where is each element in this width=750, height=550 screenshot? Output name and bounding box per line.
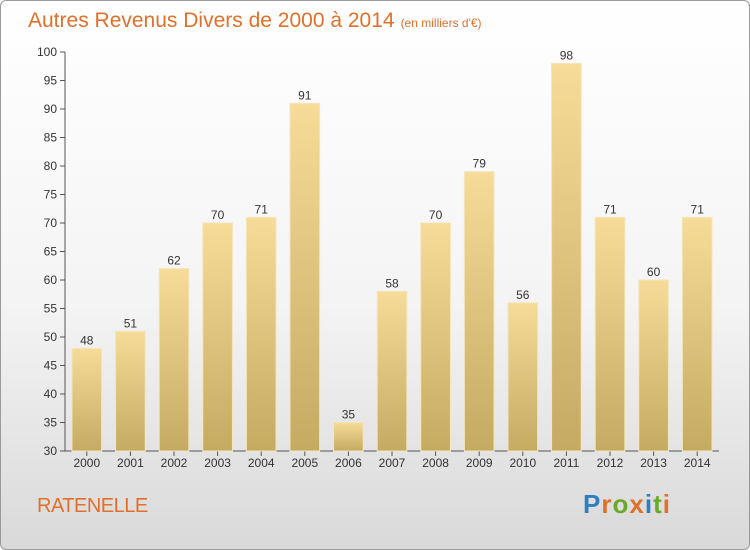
- bar-2009: [463, 171, 495, 452]
- y-tick-label: 80: [44, 159, 58, 173]
- value-label-2005: 91: [298, 88, 312, 102]
- x-tick-label-2014: 2014: [684, 456, 711, 470]
- x-tick-label-2002: 2002: [161, 456, 188, 470]
- y-tick-label: 55: [44, 302, 58, 316]
- y-tick-label: 70: [44, 216, 58, 230]
- value-label-2012: 71: [603, 202, 617, 216]
- y-tick-label: 45: [44, 359, 58, 373]
- value-label-2006: 35: [342, 408, 356, 422]
- value-label-2011: 98: [560, 48, 574, 62]
- bar-2013: [638, 279, 669, 452]
- bar-2004: [245, 216, 277, 452]
- proxiti-logo: Proxiti: [583, 489, 671, 520]
- value-label-2014: 71: [691, 202, 705, 216]
- logo-letter: x: [629, 489, 645, 519]
- x-tick-label-2005: 2005: [291, 456, 318, 470]
- y-axis: 30 35 40 45 50 55 60 65 70 75 80 85 90 95 100: [37, 45, 66, 458]
- value-label-2004: 71: [255, 202, 269, 216]
- value-label-2002: 62: [167, 254, 181, 268]
- x-tick-label-2013: 2013: [640, 456, 667, 470]
- commune-name: RATENELLE: [37, 495, 148, 517]
- y-tick-label: 90: [44, 102, 58, 116]
- value-label-2000: 48: [80, 333, 94, 347]
- y-tick-label: 35: [44, 416, 58, 430]
- chart-title: Autres Revenus Divers de 2000 à 2014 (en …: [28, 9, 482, 33]
- value-labels-group: 48 51 62 70 71 91 35 58 70 79 56 98 71 60 71: [80, 48, 704, 421]
- x-tick-label-2003: 2003: [204, 456, 231, 470]
- y-tick-label: 65: [44, 245, 58, 259]
- x-tick-label-2010: 2010: [509, 456, 536, 470]
- bar-2007: [376, 290, 408, 452]
- x-tick-label-2008: 2008: [422, 456, 449, 470]
- x-tick-label-2012: 2012: [597, 456, 624, 470]
- x-tick-label-2006: 2006: [335, 456, 362, 470]
- bar-2000: [71, 347, 103, 452]
- y-tick-label: 30: [44, 444, 58, 458]
- logo-letter: t: [653, 489, 663, 519]
- y-tick-label: 85: [44, 131, 58, 145]
- value-label-2003: 70: [211, 208, 225, 222]
- logo-letter: i: [644, 489, 654, 519]
- x-tick-label-2011: 2011: [553, 456, 579, 470]
- bar-2012: [594, 216, 626, 452]
- x-tick-label-2007: 2007: [379, 456, 406, 470]
- y-tick-label: 95: [44, 74, 58, 88]
- bar-2002: [158, 268, 190, 452]
- y-tick-label: 75: [44, 188, 58, 202]
- bar-2014: [681, 216, 713, 452]
- bar-2010: [507, 302, 539, 452]
- bar-2011: [551, 62, 582, 452]
- y-tick-label: 40: [44, 387, 58, 401]
- logo-letter: i: [662, 489, 671, 519]
- value-label-2008: 70: [429, 208, 443, 222]
- logo-letter: P: [583, 489, 602, 519]
- value-label-2009: 79: [473, 157, 487, 171]
- x-tick-label-2001: 2001: [117, 456, 144, 470]
- value-label-2013: 60: [647, 265, 661, 279]
- x-tick-label-2009: 2009: [466, 456, 493, 470]
- bar-2001: [115, 330, 146, 452]
- bar-2003: [202, 222, 233, 452]
- chart-title-text: Autres Revenus Divers de 2000 à 2014: [28, 9, 395, 32]
- value-label-2007: 58: [385, 276, 399, 290]
- x-axis: 2000 2001 2002 2003 2004 2005 2006 2007 2008 2009…: [65, 450, 719, 470]
- y-tick-label: 50: [44, 330, 58, 344]
- chart-unit-note: (en milliers d'€): [400, 16, 482, 30]
- bar-2006: [333, 422, 364, 452]
- value-label-2010: 56: [516, 288, 530, 302]
- x-tick-label-2004: 2004: [248, 456, 275, 470]
- x-tick-label-2000: 2000: [73, 456, 100, 470]
- value-label-2001: 51: [124, 316, 138, 330]
- y-tick-label: 100: [37, 45, 57, 59]
- bar-2005: [289, 102, 321, 452]
- logo-letter: r: [601, 489, 613, 519]
- y-tick-label: 60: [44, 273, 58, 287]
- logo-letter: o: [612, 489, 630, 519]
- bars-group: [71, 62, 713, 452]
- bar-2008: [420, 222, 451, 452]
